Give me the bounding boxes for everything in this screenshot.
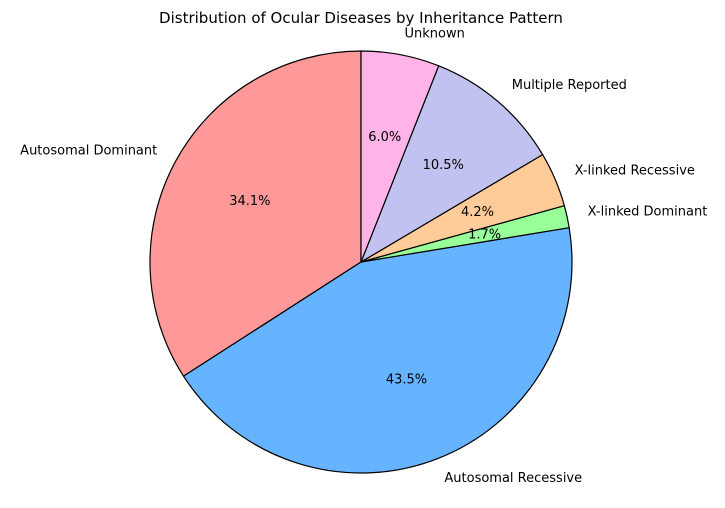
pie-category-label-autosomal-dominant: Autosomal Dominant	[20, 143, 157, 158]
pie-category-label-multiple-reported: Multiple Reported	[512, 78, 627, 93]
pie-category-label-x-linked-dominant: X-linked Dominant	[588, 205, 708, 220]
pie-category-label-unknown: Unknown	[404, 27, 464, 42]
pie-slices	[149, 50, 573, 474]
pie-slice-autosomal-recessive	[182, 227, 573, 474]
pie-percent-labels: 34.1% 43.5% 1.7% 4.2% 10.5% 6.0%	[229, 130, 501, 388]
pie-percent-label-x-linked-dominant: 1.7%	[468, 227, 501, 242]
pie-category-labels: Autosomal Dominant Autosomal Recessive X-l…	[20, 27, 707, 487]
pie-percent-label-unknown: 6.0%	[368, 130, 401, 145]
pie-slice-unknown	[360, 50, 440, 263]
pie-category-label-x-linked-recessive: X-linked Recessive	[575, 164, 695, 179]
pie-category-label-autosomal-recessive: Autosomal Recessive	[444, 471, 582, 486]
pie-percent-label-autosomal-dominant: 34.1%	[229, 194, 270, 209]
pie-slice-multiple-reported	[360, 65, 544, 263]
pie-slice-autosomal-dominant	[149, 50, 362, 377]
pie-percent-label-autosomal-recessive: 43.5%	[386, 373, 427, 388]
pie-percent-label-multiple-reported: 10.5%	[423, 158, 464, 173]
chart-title: Distribution of Ocular Diseases by Inher…	[159, 9, 563, 27]
pie-percent-label-x-linked-recessive: 4.2%	[461, 205, 494, 220]
